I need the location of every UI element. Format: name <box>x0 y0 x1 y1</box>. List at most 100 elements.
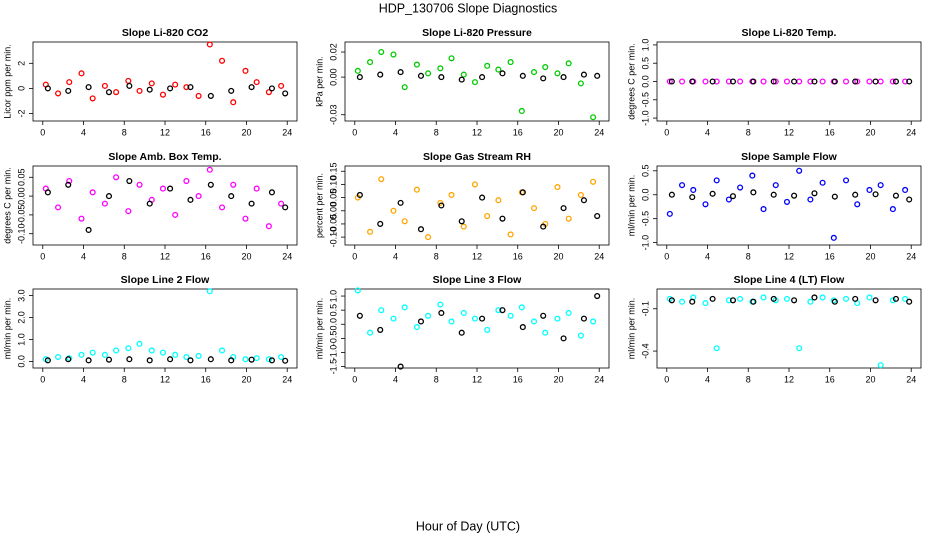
data-point <box>796 167 803 174</box>
data-point <box>892 192 899 199</box>
data-point <box>831 298 838 305</box>
data-point <box>796 78 803 85</box>
data-point <box>852 295 859 302</box>
data-point <box>78 70 85 77</box>
x-tick-label: 24 <box>282 374 292 384</box>
plot-frame <box>344 288 610 369</box>
x-tick-label: 0 <box>40 127 45 137</box>
data-point <box>507 231 514 238</box>
y-tick-label: -0.5 <box>328 331 338 347</box>
x-tick-label: 20 <box>241 374 251 384</box>
y-tick-label: 0.0 <box>640 75 650 88</box>
data-point <box>729 78 737 85</box>
data-point <box>750 298 757 305</box>
x-tick-label: 4 <box>705 127 710 137</box>
data-point <box>44 189 51 196</box>
data-point <box>167 85 174 92</box>
data-point <box>265 223 272 230</box>
data-point <box>187 196 194 203</box>
data-point <box>479 315 486 322</box>
data-point <box>819 179 826 186</box>
data-point <box>796 345 803 352</box>
data-point <box>207 181 214 188</box>
data-point <box>417 226 425 233</box>
data-point <box>807 196 814 203</box>
data-point <box>807 78 814 85</box>
data-point <box>484 326 491 333</box>
data-point <box>248 356 255 363</box>
panel-title: Slope Li-820 Temp. <box>742 27 837 39</box>
x-tick-label: 4 <box>705 251 710 261</box>
data-point <box>854 78 861 85</box>
data-point <box>101 200 108 207</box>
data-point <box>749 172 756 179</box>
y-tick-label: 0.0 <box>328 318 338 331</box>
x-tick-label: 16 <box>513 251 523 261</box>
data-point <box>702 201 709 208</box>
data-point <box>354 67 361 74</box>
data-point <box>902 295 909 302</box>
data-point <box>460 223 467 230</box>
data-point <box>590 318 597 325</box>
data-point <box>499 70 506 77</box>
y-tick-label: -1.0 <box>328 345 338 361</box>
data-point <box>206 41 213 48</box>
data-point <box>580 71 587 78</box>
data-point <box>66 79 73 86</box>
data-point <box>772 78 779 85</box>
data-point <box>471 181 479 188</box>
data-point <box>519 189 526 196</box>
data-point <box>540 75 547 82</box>
data-point <box>253 185 260 192</box>
y-tick-label: 0.10 <box>328 176 338 194</box>
data-point <box>417 72 425 79</box>
data-point <box>377 220 384 227</box>
y-axis-label: kPa per min. <box>314 56 324 107</box>
y-axis-label: ml/min per min. <box>626 175 636 237</box>
data-point <box>268 357 275 364</box>
data-point <box>218 204 226 211</box>
data-point <box>195 92 202 99</box>
data-point <box>113 347 120 354</box>
x-tick-label: 12 <box>784 374 794 384</box>
data-point <box>278 353 285 361</box>
x-axis-label: Hour of Day (UTC) <box>416 519 520 533</box>
data-point <box>770 295 777 302</box>
data-point <box>872 297 879 304</box>
data-point <box>85 357 92 364</box>
data-point <box>278 82 285 89</box>
y-tick-label: 0.5 <box>640 57 650 70</box>
x-tick-label: 12 <box>784 127 794 137</box>
data-point <box>702 300 709 307</box>
data-point <box>906 298 913 305</box>
data-point <box>518 107 525 115</box>
x-tick-label: 20 <box>865 374 875 384</box>
y-tick-label: 1.0 <box>16 333 26 346</box>
data-point <box>253 79 260 86</box>
data-point <box>689 194 696 201</box>
data-point <box>207 356 214 363</box>
data-point <box>89 189 96 196</box>
data-point <box>417 318 425 325</box>
data-point <box>507 59 514 66</box>
data-point <box>902 186 909 193</box>
data-point <box>783 295 791 302</box>
data-point <box>172 351 179 358</box>
x-tick-label: 24 <box>282 251 292 261</box>
data-point <box>499 215 506 222</box>
data-point <box>495 197 502 204</box>
data-point <box>55 204 62 211</box>
data-point <box>65 181 72 188</box>
data-point <box>378 307 385 314</box>
x-tick-label: 8 <box>746 251 751 261</box>
data-point <box>85 84 92 91</box>
data-point <box>866 294 873 301</box>
data-point <box>413 324 420 331</box>
y-tick-label: 2.0 <box>16 311 26 324</box>
y-axis-label: ml/min per min. <box>2 298 12 360</box>
y-tick-label: 0.5 <box>328 304 338 317</box>
y-tick-label: -0.10 <box>328 227 338 248</box>
data-point <box>55 353 62 361</box>
data-point <box>750 189 757 196</box>
